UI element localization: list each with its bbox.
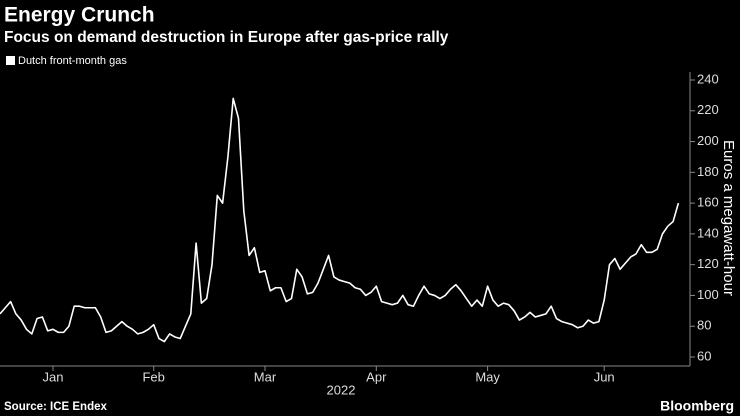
- y-tick-label: 120: [697, 256, 719, 271]
- credit: Bloomberg: [660, 398, 734, 414]
- y-tick-label: 140: [697, 225, 719, 240]
- y-tick-label: 80: [697, 318, 711, 333]
- x-tick-label: Apr: [366, 369, 387, 384]
- y-tick-label: 60: [697, 348, 711, 363]
- x-tick-label: May: [475, 369, 500, 384]
- x-tick-label: Jun: [594, 369, 615, 384]
- x-axis-label: 2022: [327, 382, 356, 397]
- y-tick-label: 220: [697, 102, 719, 117]
- x-tick-label: Jan: [43, 369, 64, 384]
- legend-label: Dutch front-month gas: [18, 55, 127, 67]
- y-tick-label: 100: [697, 287, 719, 302]
- y-tick-label: 240: [697, 71, 719, 86]
- legend-swatch: [6, 56, 15, 65]
- y-tick-label: 200: [697, 133, 719, 148]
- chart-subtitle: Focus on demand destruction in Europe af…: [4, 29, 449, 46]
- x-tick-label: Feb: [142, 369, 164, 384]
- y-tick-label: 180: [697, 164, 719, 179]
- y-axis-label: Euros a megawatt-hour: [720, 140, 737, 296]
- line: [0, 97, 680, 343]
- chart-title: Energy Crunch: [4, 4, 155, 27]
- x-tick-label: Mar: [254, 369, 277, 384]
- source: Source: ICE Endex: [4, 401, 107, 413]
- y-tick-label: 160: [697, 195, 719, 210]
